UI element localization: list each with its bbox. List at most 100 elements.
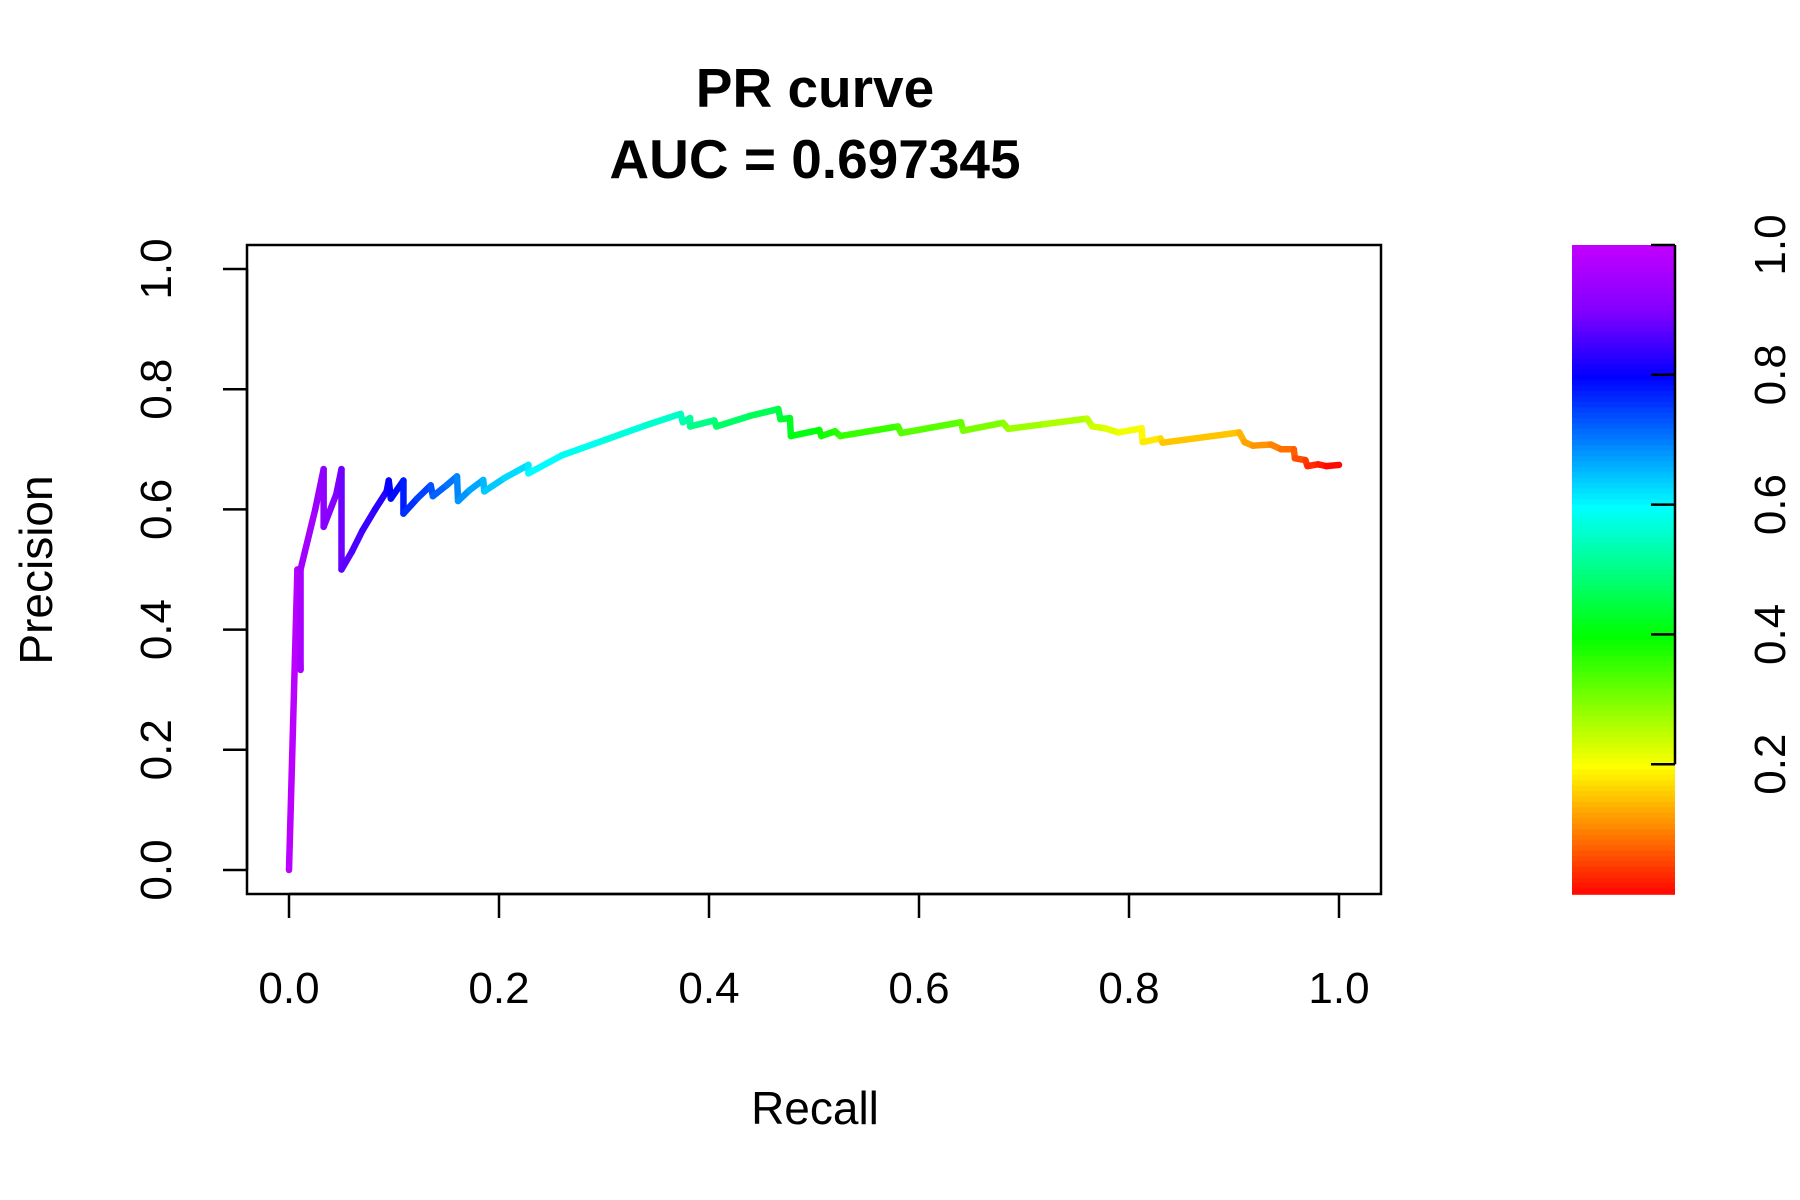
- colorbar-band: [1572, 385, 1675, 392]
- colorbar-band: [1572, 747, 1675, 755]
- colorbar-band: [1572, 412, 1675, 419]
- curve-segment: [501, 461, 532, 482]
- colorbar-band: [1572, 758, 1675, 765]
- colorbar-band: [1572, 764, 1675, 771]
- colorbar-band: [1572, 796, 1675, 803]
- colorbar-band: [1572, 358, 1675, 365]
- curve-segment: [1323, 461, 1343, 470]
- colorbar-band: [1572, 693, 1675, 701]
- x-tick-label: 1.0: [1308, 964, 1369, 1013]
- colorbar-band: [1572, 580, 1675, 587]
- x-tick-label: 0.8: [1098, 964, 1159, 1013]
- colorbar-band: [1572, 769, 1675, 776]
- colorbar-band: [1572, 839, 1675, 847]
- curve-segment: [686, 417, 718, 430]
- colorbar-band: [1572, 564, 1675, 571]
- colorbar-band: [1572, 396, 1675, 403]
- colorbar-band: [1572, 607, 1675, 614]
- colorbar-band: [1572, 423, 1675, 430]
- colorbar-tick-label: 0.8: [1746, 344, 1795, 405]
- colorbar-band: [1572, 737, 1675, 744]
- colorbar-band: [1572, 807, 1675, 814]
- colorbar-band: [1572, 628, 1675, 636]
- colorbar-band: [1572, 715, 1675, 722]
- x-tick-label: 0.2: [468, 964, 529, 1013]
- colorbar-band: [1572, 401, 1675, 409]
- colorbar-band: [1572, 650, 1675, 657]
- colorbar-band: [1572, 342, 1675, 349]
- curve-segment: [320, 491, 340, 531]
- colorbar-band: [1572, 455, 1675, 463]
- colorbar-band: [1572, 266, 1675, 273]
- colorbar-band: [1572, 601, 1675, 609]
- colorbar-band: [1572, 677, 1675, 684]
- colorbar-band: [1572, 277, 1675, 284]
- colorbar-band: [1572, 569, 1675, 576]
- colorbar-band: [1572, 558, 1675, 565]
- curve-segment: [1005, 420, 1049, 433]
- colorbar-band: [1572, 445, 1675, 452]
- curve-segment: [400, 495, 421, 517]
- colorbar-band: [1572, 731, 1675, 738]
- colorbar-legend: 0.2 0.4 0.6 0.8 1.0: [1572, 214, 1795, 895]
- colorbar-band: [1572, 309, 1675, 317]
- curve-segment: [558, 437, 608, 459]
- colorbar-band: [1572, 726, 1675, 733]
- colorbar-band: [1572, 542, 1675, 549]
- colorbar-band: [1572, 288, 1675, 295]
- colorbar-band: [1572, 439, 1675, 446]
- colorbar-band: [1572, 775, 1675, 782]
- colorbar-band: [1572, 872, 1675, 879]
- colorbar-band: [1572, 504, 1675, 511]
- curve-segment: [1115, 425, 1145, 436]
- colorbar-band: [1572, 585, 1675, 592]
- chart-subtitle: AUC = 0.697345: [609, 128, 1020, 190]
- y-tick-label: 1.0: [132, 238, 181, 299]
- plot-frame: [245, 243, 1383, 896]
- x-tick-label: 0.4: [678, 964, 739, 1013]
- colorbar-band: [1572, 547, 1675, 555]
- curve-segment: [897, 419, 965, 437]
- y-tick-label: 0.8: [132, 359, 181, 420]
- x-axis: 0.0 0.2 0.4 0.6 0.8 1.0: [258, 892, 1370, 1013]
- colorbar-band: [1572, 515, 1675, 522]
- colorbar-band: [1572, 699, 1675, 706]
- colorbar-band: [1572, 818, 1675, 825]
- y-tick-label: 0.2: [132, 719, 181, 780]
- curve-segment: [1159, 429, 1243, 446]
- colorbar-band: [1572, 834, 1675, 841]
- colorbar-band: [1572, 866, 1675, 874]
- curve-segment: [371, 488, 390, 513]
- colorbar-band: [1572, 493, 1675, 500]
- colorbar-band: [1572, 785, 1675, 793]
- colorbar-band: [1572, 877, 1675, 884]
- x-tick-label: 0.0: [258, 964, 319, 1013]
- curve-segment: [713, 412, 755, 430]
- colorbar-band: [1572, 553, 1675, 560]
- colorbar-band: [1572, 742, 1675, 749]
- colorbar-band: [1572, 861, 1675, 868]
- colorbar-band: [1572, 255, 1675, 263]
- colorbar-band: [1572, 812, 1675, 820]
- colorbar-band: [1572, 380, 1675, 387]
- curve-segment: [837, 423, 902, 440]
- colorbar-band: [1572, 272, 1675, 279]
- colorbar-band: [1572, 639, 1675, 647]
- colorbar-band: [1572, 466, 1675, 473]
- colorbar-tick-label: 1.0: [1746, 214, 1795, 275]
- colorbar-band: [1572, 623, 1675, 630]
- colorbar-band: [1572, 850, 1675, 857]
- colorbar-band: [1572, 526, 1675, 533]
- colorbar-band: [1572, 618, 1675, 625]
- colorbar-band: [1572, 666, 1675, 674]
- curve-segment: [747, 405, 782, 419]
- colorbar-band: [1572, 688, 1675, 695]
- curve-segment: [1041, 415, 1091, 428]
- colorbar-band: [1572, 418, 1675, 425]
- curve-segment: [642, 410, 684, 429]
- curve-segment: [600, 422, 650, 444]
- colorbar-band: [1572, 320, 1675, 327]
- colorbar-band: [1572, 710, 1675, 717]
- colorbar-band: [1572, 304, 1675, 311]
- colorbar-band: [1572, 612, 1675, 619]
